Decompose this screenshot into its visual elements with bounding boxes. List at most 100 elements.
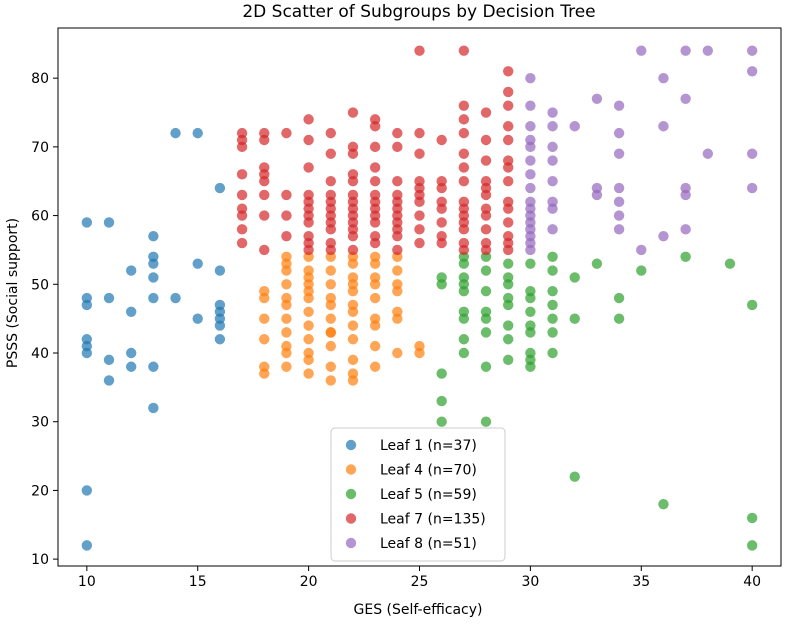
data-point-leaf-series-2 [303, 320, 314, 331]
data-point-leaf-series-4 [392, 127, 403, 139]
data-point-leaf-series-3 [746, 512, 758, 524]
data-point-leaf-series-5 [525, 121, 536, 132]
data-point-leaf-series-3 [436, 279, 447, 290]
data-point-leaf-series-4 [392, 224, 403, 235]
data-point-leaf-series-2 [369, 361, 381, 372]
data-point-leaf-series-2 [259, 313, 270, 324]
data-point-leaf-series-4 [347, 203, 359, 214]
x-tick-label: 10 [78, 574, 96, 590]
data-point-leaf-series-3 [458, 272, 470, 283]
y-tick-label: 60 [31, 209, 49, 225]
data-point-leaf-series-3 [480, 313, 492, 324]
data-point-leaf-series-3 [503, 258, 514, 269]
data-point-leaf-series-4 [325, 148, 336, 159]
data-point-leaf-series-5 [613, 100, 625, 111]
data-point-leaf-series-3 [436, 395, 447, 407]
data-point-leaf-series-4 [458, 176, 470, 187]
data-point-leaf-series-2 [281, 313, 292, 324]
legend-box [330, 427, 506, 562]
data-point-leaf-series-1 [81, 299, 93, 311]
data-point-leaf-series-4 [458, 203, 470, 214]
data-point-leaf-series-3 [436, 416, 447, 427]
x-tick-label: 20 [300, 574, 318, 590]
data-point-leaf-series-3 [436, 368, 447, 379]
data-point-leaf-series-4 [259, 210, 270, 221]
data-point-leaf-series-4 [281, 230, 292, 242]
x-axis-label: GES (Self-efficacy) [354, 602, 483, 618]
data-point-leaf-series-2 [347, 306, 359, 317]
data-point-leaf-series-4 [414, 237, 425, 249]
x-tick-label: 15 [189, 574, 207, 590]
data-point-leaf-series-2 [281, 279, 292, 290]
data-point-leaf-series-5 [525, 244, 536, 256]
data-point-leaf-series-2 [347, 285, 359, 297]
x-tick-label: 25 [411, 574, 429, 590]
data-point-leaf-series-2 [369, 340, 381, 352]
data-point-leaf-series-4 [303, 217, 314, 228]
y-tick-label: 20 [31, 483, 49, 499]
data-point-leaf-series-4 [236, 224, 248, 235]
data-point-leaf-series-3 [525, 292, 536, 304]
data-point-leaf-series-1 [148, 402, 159, 414]
data-point-leaf-series-3 [613, 292, 625, 304]
data-point-leaf-series-1 [81, 540, 93, 551]
data-point-leaf-series-4 [347, 148, 359, 159]
data-point-leaf-series-4 [236, 169, 248, 180]
data-point-leaf-series-2 [369, 258, 381, 269]
data-point-leaf-series-3 [636, 265, 647, 276]
data-point-leaf-series-4 [480, 244, 492, 256]
data-point-leaf-series-2 [369, 313, 381, 324]
data-point-leaf-series-4 [369, 176, 381, 187]
data-point-leaf-series-1 [192, 313, 203, 324]
data-point-leaf-series-4 [503, 203, 514, 214]
data-point-leaf-series-2 [347, 334, 359, 345]
data-point-leaf-series-5 [680, 224, 691, 235]
data-point-leaf-series-3 [569, 313, 580, 324]
data-point-leaf-series-4 [503, 86, 514, 98]
data-point-leaf-series-4 [303, 203, 314, 214]
data-point-leaf-series-3 [525, 361, 536, 372]
data-point-leaf-series-4 [414, 189, 425, 201]
data-point-leaf-series-4 [325, 217, 336, 228]
data-point-leaf-series-4 [503, 134, 514, 146]
data-point-leaf-series-1 [214, 334, 226, 345]
data-point-leaf-series-3 [503, 354, 514, 366]
data-point-leaf-series-1 [170, 127, 181, 139]
data-point-leaf-series-4 [259, 176, 270, 187]
data-point-leaf-series-1 [125, 347, 137, 359]
data-point-leaf-series-5 [547, 196, 558, 208]
y-tick-label: 30 [31, 415, 49, 431]
data-point-leaf-series-1 [81, 485, 93, 496]
data-point-leaf-series-5 [525, 72, 536, 84]
data-point-leaf-series-4 [347, 244, 359, 256]
data-point-leaf-series-5 [658, 121, 669, 132]
data-point-leaf-series-4 [392, 176, 403, 187]
data-point-leaf-series-3 [458, 334, 470, 345]
data-point-leaf-series-4 [236, 141, 248, 153]
data-point-leaf-series-5 [613, 224, 625, 235]
data-point-leaf-series-3 [525, 306, 536, 317]
y-axis-label: PSSS (Social support) [5, 218, 21, 368]
y-tick-label: 40 [31, 346, 49, 362]
data-point-leaf-series-1 [148, 258, 159, 269]
data-point-leaf-series-5 [746, 66, 758, 77]
data-point-leaf-series-2 [347, 320, 359, 331]
data-point-leaf-series-4 [325, 244, 336, 256]
data-point-leaf-series-5 [680, 45, 691, 56]
x-tick-label: 40 [743, 574, 761, 590]
data-point-leaf-series-2 [325, 375, 336, 386]
y-tick-label: 80 [31, 71, 49, 87]
data-point-leaf-series-2 [303, 347, 314, 359]
x-tick-label: 30 [521, 574, 539, 590]
data-point-leaf-series-1 [125, 361, 137, 372]
data-point-leaf-series-4 [347, 107, 359, 118]
data-point-leaf-series-4 [503, 155, 514, 166]
data-point-leaf-series-4 [236, 210, 248, 221]
data-point-leaf-series-4 [480, 182, 492, 194]
data-point-leaf-series-1 [192, 127, 203, 139]
data-point-leaf-series-2 [259, 368, 270, 379]
data-point-leaf-series-4 [480, 155, 492, 166]
data-point-leaf-series-2 [369, 292, 381, 304]
data-point-leaf-series-5 [525, 141, 536, 153]
